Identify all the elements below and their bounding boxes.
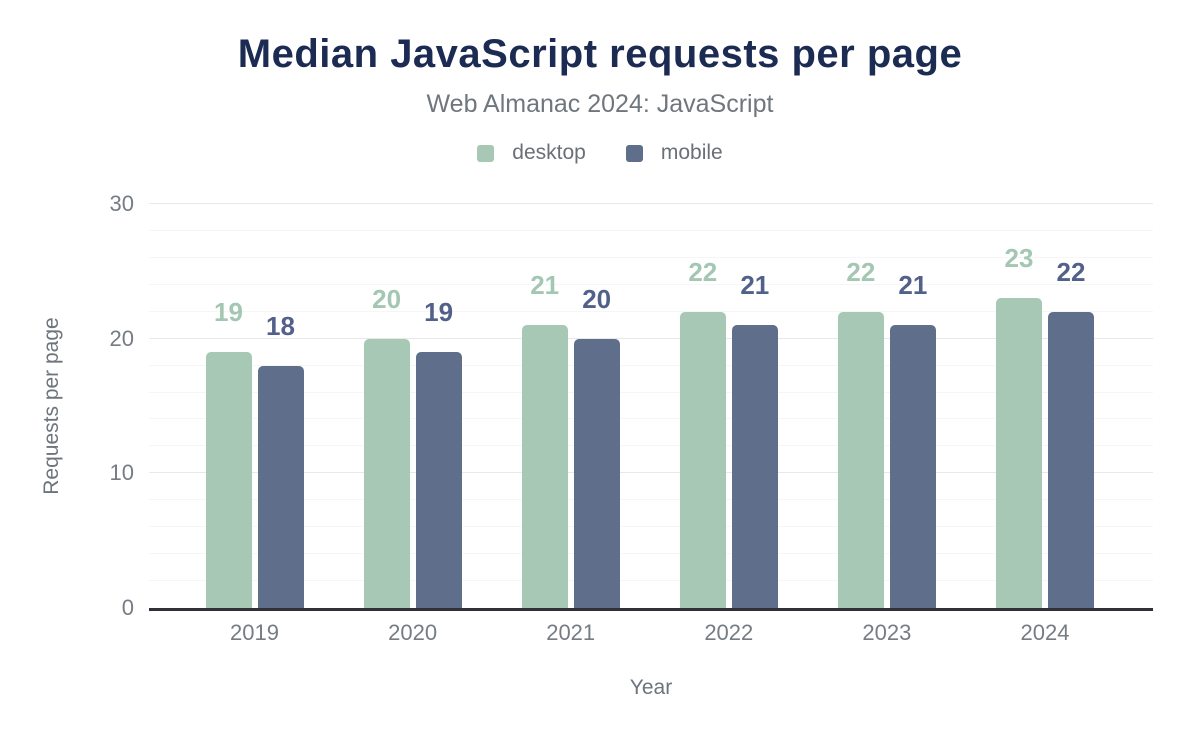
bar-desktop-2024[interactable] xyxy=(996,298,1042,608)
y-axis-tick-label: 10 xyxy=(109,460,134,486)
bar-value-label: 20 xyxy=(372,283,402,314)
bar-group-2022: 22 21 xyxy=(679,204,778,608)
x-axis-tick-label: 2019 xyxy=(230,620,279,645)
bar-value-label: 21 xyxy=(740,270,770,301)
bar-desktop-2021[interactable] xyxy=(521,325,568,608)
gridline-minor xyxy=(149,310,1153,312)
bar-group-2020: 20 19 xyxy=(363,204,462,608)
legend-item-desktop[interactable]: desktop xyxy=(477,141,586,165)
chart-subtitle: Web Almanac 2024: JavaScript xyxy=(426,90,774,118)
bar-value-label: 21 xyxy=(530,270,560,301)
x-axis-tick-label: 2021 xyxy=(546,620,596,645)
x-axis-tick-label: 2024 xyxy=(1020,620,1070,645)
x-axis-tick-label: 2022 xyxy=(704,620,754,645)
legend-item-mobile[interactable]: mobile xyxy=(625,141,723,165)
gridline-minor xyxy=(149,499,1153,501)
bar-mobile-2020[interactable] xyxy=(415,352,462,608)
bar-value-label: 22 xyxy=(1056,256,1086,287)
bar-desktop-2020[interactable] xyxy=(363,338,410,608)
bar-value-label: 19 xyxy=(424,297,454,328)
bar-value-label: 18 xyxy=(266,310,295,341)
x-axis-tick-label: 2020 xyxy=(388,620,438,645)
bar-value-label: 22 xyxy=(688,256,718,287)
gridline-major xyxy=(149,203,1153,204)
y-axis-tick-label: 20 xyxy=(109,325,134,351)
bar-value-label: 19 xyxy=(214,297,243,328)
bar-value-label: 21 xyxy=(898,270,928,301)
gridline-major xyxy=(149,472,1153,474)
bar-group-2019: 19 18 xyxy=(205,204,304,608)
gridline-minor xyxy=(149,526,1153,528)
bar-desktop-2022[interactable] xyxy=(679,311,726,608)
legend-label: mobile xyxy=(660,141,723,164)
bar-mobile-2019[interactable] xyxy=(257,365,304,608)
bar-desktop-2019[interactable] xyxy=(205,352,252,608)
gridline-minor xyxy=(149,580,1153,582)
gridline-minor xyxy=(149,364,1153,366)
legend-swatch xyxy=(477,144,495,162)
bar-value-label: 20 xyxy=(582,283,612,314)
bar-value-label: 22 xyxy=(846,256,876,287)
bar-value-label: 23 xyxy=(1004,243,1034,274)
gridline-minor xyxy=(149,391,1153,393)
y-axis-tick-label: 0 xyxy=(121,595,134,620)
legend-swatch xyxy=(625,144,643,162)
x-axis-title: Year xyxy=(629,676,673,699)
chart-title: Median JavaScript requests per page xyxy=(237,32,963,76)
gridline-minor xyxy=(149,283,1153,285)
bar-mobile-2022[interactable] xyxy=(731,325,778,608)
legend: desktop mobile xyxy=(0,141,1200,165)
gridline-minor xyxy=(149,445,1153,447)
bar-mobile-2024[interactable] xyxy=(1048,311,1094,608)
bar-mobile-2023[interactable] xyxy=(889,325,936,608)
plot-area: 19 18 2019 20 19 2020 21 20 2021 22 21 2022 22 21 2023… xyxy=(149,203,1153,645)
bar-group-2023: 22 21 xyxy=(837,204,936,608)
x-axis-tick-label: 2023 xyxy=(862,620,912,645)
y-axis-tick-label: 30 xyxy=(109,191,134,216)
gridline-major xyxy=(149,337,1153,339)
gridline-minor xyxy=(149,229,1153,231)
bar-desktop-2023[interactable] xyxy=(837,311,884,608)
gridline-minor xyxy=(149,256,1153,258)
gridline-minor xyxy=(149,418,1153,420)
bar-group-2024: 23 22 xyxy=(996,204,1094,608)
gridline-minor xyxy=(149,553,1153,555)
bar-group-2021: 21 20 xyxy=(521,204,620,608)
bar-mobile-2021[interactable] xyxy=(573,338,620,608)
legend-label: desktop xyxy=(512,141,586,164)
